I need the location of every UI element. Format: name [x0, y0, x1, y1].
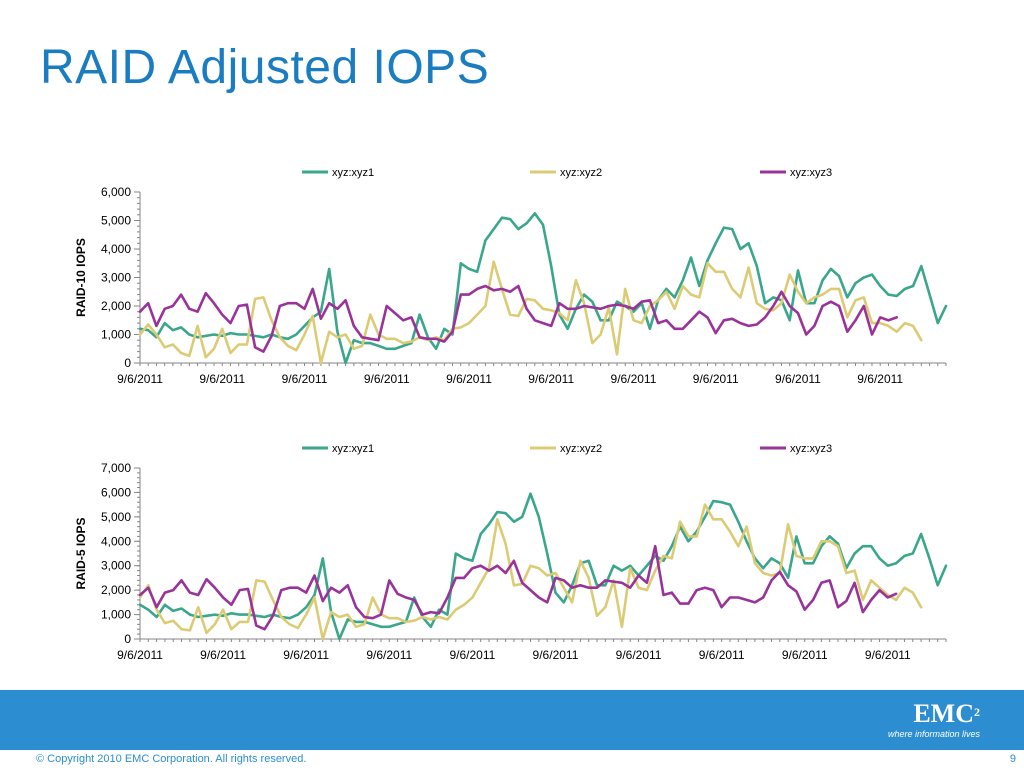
x-tick-label: 9/6/2011: [446, 372, 492, 386]
logo-superscript: 2: [974, 705, 980, 719]
raid5-iops-chart: xyz:xyz1 xyz:xyz2 xyz:xyz3 0 1,000 2,000 3,000…: [70, 436, 960, 668]
x-tick-label: 9/6/2011: [366, 648, 412, 662]
x-tick-label: 9/6/2011: [449, 648, 495, 662]
x-tick-label: 9/6/2011: [857, 372, 903, 386]
x-tick-label: 9/6/2011: [283, 648, 329, 662]
legend-label: xyz:xyz2: [560, 443, 602, 455]
x-tick-label: 9/6/2011: [782, 648, 828, 662]
series-line-xyz-xyz2: [138, 260, 923, 365]
legend-item: xyz:xyz1: [302, 443, 374, 455]
series-line-xyz-xyz3: [138, 544, 898, 631]
y-tick-label: 2,000: [101, 583, 131, 597]
y-tick-label: 5,000: [101, 510, 131, 524]
y-tick-label: 3,000: [101, 559, 131, 573]
footer-bar: EMC2 where information lives: [0, 690, 1024, 750]
legend-item: xyz:xyz3: [760, 443, 832, 455]
slide-title: RAID Adjusted IOPS: [40, 41, 490, 94]
legend-label: xyz:xyz3: [790, 167, 832, 179]
legend-label: xyz:xyz3: [790, 443, 832, 455]
y-axis-label: RAID-5 IOPS: [74, 517, 88, 589]
y-tick-label: 0: [124, 356, 131, 370]
x-tick-label: 9/6/2011: [199, 372, 245, 386]
x-tick-label: 9/6/2011: [200, 648, 246, 662]
y-tick-label: 3,000: [101, 271, 131, 285]
series-line-xyz-xyz1: [138, 492, 948, 641]
chart-svg: xyz:xyz1 xyz:xyz2 xyz:xyz3 0 1,000 2,000 3,000…: [74, 167, 948, 386]
x-tick-label: 9/6/2011: [528, 372, 574, 386]
x-tick-label: 9/6/2011: [533, 648, 579, 662]
legend-item: xyz:xyz2: [530, 443, 602, 455]
x-tick-label: 9/6/2011: [611, 372, 657, 386]
legend-label: xyz:xyz1: [332, 443, 374, 455]
legend-item: xyz:xyz3: [760, 167, 832, 179]
y-tick-label: 5,000: [101, 214, 131, 228]
series-line-xyz-xyz1: [138, 212, 948, 365]
x-tick-label: 9/6/2011: [364, 372, 410, 386]
x-tick-label: 9/6/2011: [693, 372, 739, 386]
y-tick-label: 0: [124, 632, 131, 646]
x-tick-label: 9/6/2011: [616, 648, 662, 662]
emc-logo: EMC2 where information lives: [887, 699, 980, 740]
series-line-xyz-xyz2: [138, 503, 923, 641]
logo-text: EMC: [913, 699, 974, 728]
y-tick-label: 6,000: [101, 485, 131, 499]
y-tick-label: 1,000: [101, 608, 131, 622]
y-tick-label: 4,000: [101, 242, 131, 256]
series-line-xyz-xyz3: [138, 284, 899, 353]
legend-item: xyz:xyz2: [530, 167, 602, 179]
chart-svg: xyz:xyz1 xyz:xyz2 xyz:xyz3 0 1,000 2,000 3,000…: [74, 443, 948, 662]
y-tick-label: 7,000: [101, 461, 131, 475]
y-tick-label: 2,000: [101, 299, 131, 313]
y-tick-label: 4,000: [101, 534, 131, 548]
x-tick-label: 9/6/2011: [775, 372, 821, 386]
x-tick-label: 9/6/2011: [282, 372, 328, 386]
legend-label: xyz:xyz1: [332, 167, 374, 179]
x-tick-label: 9/6/2011: [117, 648, 163, 662]
y-tick-label: 1,000: [101, 328, 131, 342]
page-number: 9: [1009, 753, 1016, 765]
x-tick-label: 9/6/2011: [117, 372, 163, 386]
x-tick-label: 9/6/2011: [699, 648, 745, 662]
legend-label: xyz:xyz2: [560, 167, 602, 179]
raid10-iops-chart: xyz:xyz1 xyz:xyz2 xyz:xyz3 0 1,000 2,000 3,000…: [70, 160, 960, 392]
y-tick-label: 6,000: [101, 185, 131, 199]
x-tick-label: 9/6/2011: [865, 648, 911, 662]
logo-tagline: where information lives: [887, 729, 980, 739]
copyright-text: © Copyright 2010 EMC Corporation. All ri…: [36, 753, 307, 765]
legend-item: xyz:xyz1: [302, 167, 374, 179]
y-axis-label: RAID-10 IOPS: [74, 238, 88, 317]
